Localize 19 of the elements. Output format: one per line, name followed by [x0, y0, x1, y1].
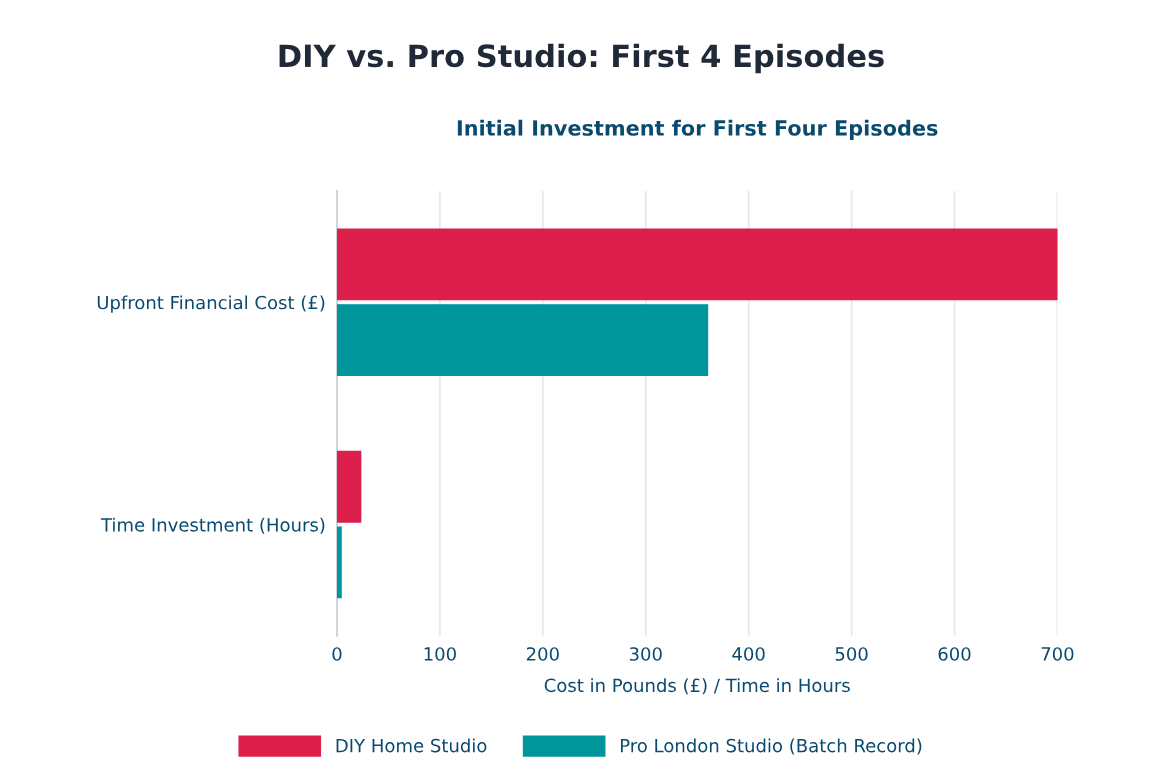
x-axis-title: Cost in Pounds (£) / Time in Hours	[544, 678, 850, 695]
y-tick-label: Time Investment (Hours)	[100, 517, 325, 534]
bar	[336, 450, 362, 523]
x-tick-label: 0	[332, 647, 342, 661]
bar	[336, 304, 709, 376]
legend-label: DIY Home Studio	[336, 738, 487, 753]
x-tick-label: 500	[835, 647, 868, 661]
x-tick-label: 700	[1041, 647, 1074, 661]
bar	[336, 526, 342, 599]
chart-subtitle: Initial Investment for First Four Episodes	[457, 119, 938, 140]
bar	[336, 228, 1058, 301]
x-tick-label: 300	[629, 647, 662, 661]
x-tick-label: 100	[424, 647, 456, 661]
x-tick-label: 400	[732, 647, 765, 661]
legend-label: Pro London Studio (Batch Record)	[620, 738, 922, 755]
y-tick-label: Upfront Financial Cost (£)	[97, 295, 325, 313]
x-tick-label: 600	[938, 647, 971, 661]
chart-title: DIY vs. Pro Studio: First 4 Episodes	[279, 43, 884, 74]
x-tick-label: 200	[526, 647, 559, 661]
